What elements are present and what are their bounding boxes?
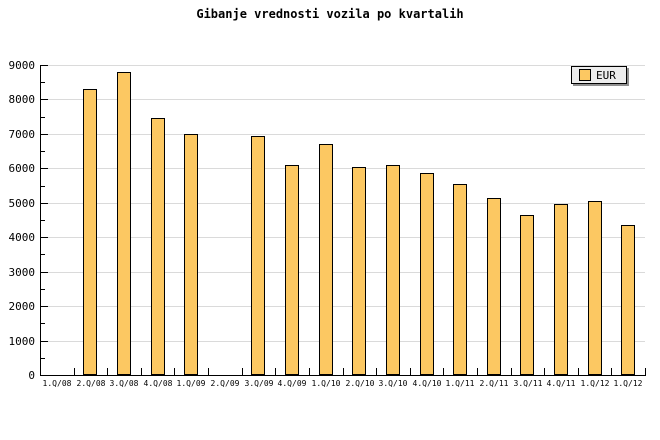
y-axis-minor-tick <box>41 82 45 83</box>
x-axis-tick <box>410 368 411 375</box>
y-axis-label: 9000 <box>8 59 36 72</box>
bar-4.Q/10 <box>420 173 434 375</box>
x-axis-label: 1.Q/12 <box>613 379 643 388</box>
gridline <box>41 168 645 169</box>
bar-2.Q/08 <box>83 89 97 375</box>
bar-3.Q/08 <box>117 72 131 375</box>
y-axis-minor-tick <box>41 186 45 187</box>
x-axis-tick <box>443 368 444 375</box>
y-axis-minor-tick <box>41 289 45 290</box>
bar-1.Q/09 <box>184 134 198 375</box>
gridline <box>41 203 645 204</box>
bar-1.Q/10 <box>319 144 333 375</box>
y-axis-tick <box>41 272 48 273</box>
y-axis-minor-tick <box>41 220 45 221</box>
gridline <box>41 272 645 273</box>
y-axis-tick <box>41 65 48 66</box>
bar-3.Q/09 <box>251 136 265 375</box>
bar-3.Q/11 <box>520 215 534 375</box>
x-axis-label: 3.Q/10 <box>378 379 408 388</box>
x-axis-tick <box>275 368 276 375</box>
legend: EUR <box>571 66 627 84</box>
x-axis-tick <box>477 368 478 375</box>
x-axis-label: 1.Q/11 <box>445 379 475 388</box>
x-axis-tick <box>242 368 243 375</box>
x-axis-label: 1.Q/10 <box>311 379 341 388</box>
y-axis-minor-tick <box>41 323 45 324</box>
x-axis-label: 1.Q/09 <box>176 379 206 388</box>
y-axis-minor-tick <box>41 151 45 152</box>
y-axis-label: 5000 <box>8 197 36 210</box>
y-axis-line <box>40 65 41 376</box>
chart-title: Gibanje vrednosti vozila po kvartalih <box>196 7 464 21</box>
legend-label: EUR <box>596 68 616 82</box>
x-axis-label: 1.Q/08 <box>42 379 72 388</box>
x-axis-label: 4.Q/10 <box>412 379 442 388</box>
x-axis-label: 1.Q/12 <box>580 379 610 388</box>
x-axis-tick <box>174 368 175 375</box>
y-axis-tick <box>41 134 48 135</box>
x-axis-tick <box>208 368 209 375</box>
bar-2.Q/11 <box>487 198 501 375</box>
bar-2.Q/10 <box>352 167 366 375</box>
x-axis-tick <box>611 368 612 375</box>
bar-1.Q/12 <box>621 225 635 375</box>
y-axis-label: 0 <box>28 369 35 382</box>
y-axis-tick <box>41 99 48 100</box>
x-axis-label: 3.Q/08 <box>109 379 139 388</box>
x-axis-tick <box>74 368 75 375</box>
y-axis-tick <box>41 203 48 204</box>
y-axis-minor-tick <box>41 254 45 255</box>
gridline <box>41 341 645 342</box>
gridline <box>41 306 645 307</box>
y-axis-label: 3000 <box>8 266 36 279</box>
y-axis-tick <box>41 341 48 342</box>
x-axis-label: 2.Q/11 <box>479 379 509 388</box>
x-axis-label: 2.Q/10 <box>345 379 375 388</box>
y-axis-minor-tick <box>41 117 45 118</box>
x-axis-label: 2.Q/09 <box>210 379 240 388</box>
y-axis-label: 6000 <box>8 162 36 175</box>
y-axis-label: 1000 <box>8 335 36 348</box>
x-axis-tick <box>107 368 108 375</box>
x-axis-label: 2.Q/08 <box>76 379 106 388</box>
bar-4.Q/08 <box>151 118 165 375</box>
gridline <box>41 134 645 135</box>
bar-4.Q/11 <box>554 204 568 375</box>
legend-swatch-icon <box>579 69 591 81</box>
x-axis-tick <box>141 368 142 375</box>
y-axis-label: 4000 <box>8 231 36 244</box>
gridline <box>41 237 645 238</box>
x-axis-tick <box>376 368 377 375</box>
x-axis-tick <box>645 368 646 375</box>
x-axis-tick <box>511 368 512 375</box>
bar-3.Q/10 <box>386 165 400 375</box>
y-axis-label: 8000 <box>8 93 36 106</box>
gridline <box>41 65 645 66</box>
x-axis-label: 4.Q/09 <box>277 379 307 388</box>
y-axis-tick <box>41 168 48 169</box>
x-axis-label: 3.Q/11 <box>513 379 543 388</box>
x-axis-tick <box>343 368 344 375</box>
x-axis-tick <box>544 368 545 375</box>
y-axis-label: 2000 <box>8 300 36 313</box>
bar-1.Q/11 <box>453 184 467 375</box>
x-axis-label: 4.Q/11 <box>546 379 576 388</box>
bar-4.Q/09 <box>285 165 299 375</box>
bar-1.Q/12 <box>588 201 602 375</box>
x-axis-tick <box>309 368 310 375</box>
y-axis-minor-tick <box>41 358 45 359</box>
y-axis-tick <box>41 237 48 238</box>
x-axis-line <box>40 375 646 376</box>
gridline <box>41 99 645 100</box>
x-axis-tick <box>578 368 579 375</box>
x-axis-label: 4.Q/08 <box>143 379 173 388</box>
x-axis-label: 3.Q/09 <box>244 379 274 388</box>
y-axis-label: 7000 <box>8 128 36 141</box>
y-axis-tick <box>41 306 48 307</box>
